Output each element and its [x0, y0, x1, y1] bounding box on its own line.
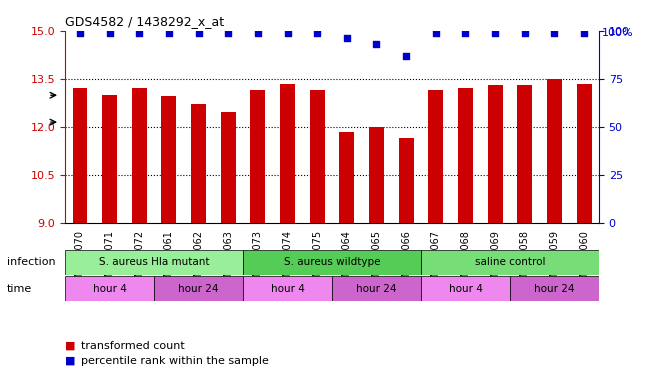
Text: hour 4: hour 4	[449, 284, 482, 294]
Bar	[72, 88, 87, 223]
Point	[134, 30, 145, 36]
Bar	[398, 138, 413, 223]
Text: saline control: saline control	[475, 257, 545, 267]
Text: 100%: 100%	[602, 28, 633, 38]
Point	[253, 30, 263, 36]
Text: hour 4: hour 4	[271, 284, 305, 294]
Text: S. aureus Hla mutant: S. aureus Hla mutant	[99, 257, 210, 267]
Text: infection: infection	[7, 257, 55, 267]
Text: time: time	[7, 284, 32, 294]
Text: percentile rank within the sample: percentile rank within the sample	[81, 356, 270, 366]
FancyBboxPatch shape	[332, 276, 421, 301]
Text: ■: ■	[65, 341, 76, 351]
FancyBboxPatch shape	[65, 276, 154, 301]
Text: GDS4582 / 1438292_x_at: GDS4582 / 1438292_x_at	[65, 15, 224, 28]
Bar	[518, 85, 533, 223]
FancyBboxPatch shape	[154, 276, 243, 301]
Point	[490, 30, 501, 36]
Bar	[458, 88, 473, 223]
Text: S. aureus wildtype: S. aureus wildtype	[284, 257, 380, 267]
Point	[312, 30, 322, 36]
Bar	[102, 95, 117, 223]
Point	[519, 30, 530, 36]
Text: hour 4: hour 4	[92, 284, 126, 294]
Point	[549, 30, 560, 36]
Bar	[428, 90, 443, 223]
Point	[223, 30, 234, 36]
Text: transformed count: transformed count	[81, 341, 185, 351]
FancyBboxPatch shape	[421, 276, 510, 301]
Bar	[221, 113, 236, 223]
FancyBboxPatch shape	[243, 250, 421, 275]
Point	[342, 35, 352, 41]
Bar	[369, 127, 384, 223]
Text: hour 24: hour 24	[356, 284, 396, 294]
Point	[193, 30, 204, 36]
FancyBboxPatch shape	[243, 276, 332, 301]
Bar	[339, 132, 354, 223]
FancyBboxPatch shape	[65, 250, 243, 275]
FancyBboxPatch shape	[510, 276, 599, 301]
Point	[371, 41, 381, 47]
Point	[75, 30, 85, 36]
Point	[460, 30, 471, 36]
Point	[401, 53, 411, 59]
Text: ■: ■	[65, 356, 76, 366]
Bar	[132, 88, 146, 223]
Bar	[280, 84, 295, 223]
Text: hour 24: hour 24	[178, 284, 219, 294]
FancyBboxPatch shape	[421, 250, 599, 275]
Point	[104, 30, 115, 36]
Point	[430, 30, 441, 36]
Bar	[161, 96, 176, 223]
Bar	[251, 90, 266, 223]
Bar	[310, 90, 325, 223]
Point	[283, 30, 293, 36]
Bar	[191, 104, 206, 223]
Bar	[577, 84, 592, 223]
Point	[163, 30, 174, 36]
Text: hour 24: hour 24	[534, 284, 575, 294]
Bar	[547, 79, 562, 223]
Point	[579, 30, 589, 36]
Bar	[488, 85, 503, 223]
